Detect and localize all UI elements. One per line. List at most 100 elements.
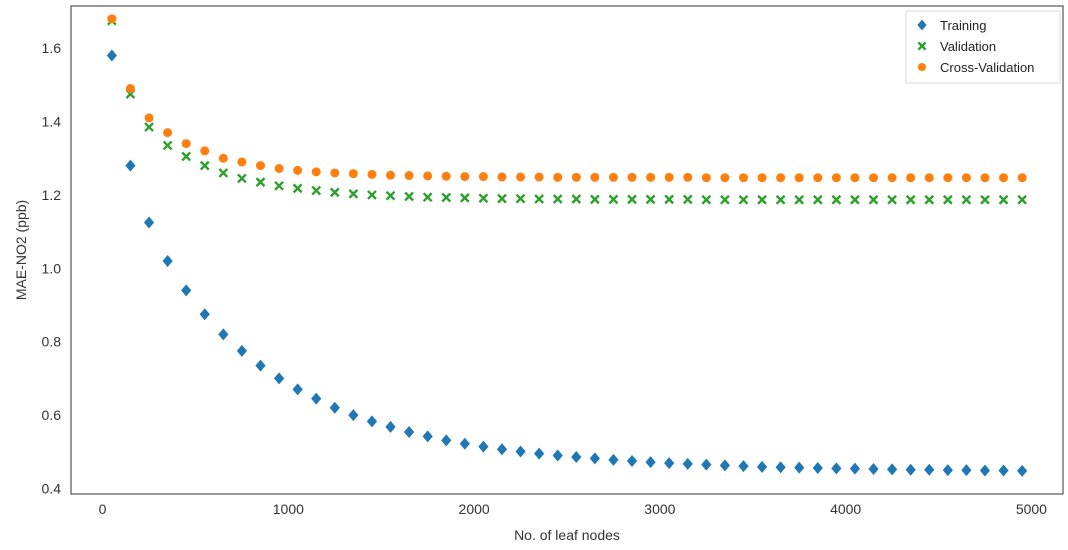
point-cross-validation bbox=[887, 173, 897, 183]
point-training bbox=[218, 328, 229, 341]
point-training bbox=[589, 452, 600, 465]
point-validation bbox=[422, 192, 433, 203]
point-cross-validation bbox=[683, 172, 693, 182]
point-training bbox=[273, 372, 285, 385]
point-cross-validation bbox=[200, 146, 210, 156]
point-cross-validation bbox=[553, 172, 563, 182]
point-cross-validation bbox=[218, 153, 228, 163]
point-validation bbox=[980, 194, 990, 205]
point-cross-validation bbox=[906, 173, 916, 183]
point-validation bbox=[497, 193, 507, 204]
y-axis-label: MAE-NO2 (ppb) bbox=[13, 200, 29, 300]
point-cross-validation bbox=[980, 173, 990, 183]
point-training bbox=[868, 463, 879, 476]
x-tick-label: 0 bbox=[99, 501, 107, 517]
point-validation bbox=[998, 194, 1009, 205]
point-validation bbox=[404, 191, 414, 202]
point-validation bbox=[441, 192, 452, 203]
y-axis-ticks: 0.4 0.6 0.8 1.0 1.2 1.4 1.6 bbox=[42, 40, 62, 496]
point-cross-validation bbox=[999, 173, 1009, 183]
legend-marker-validation bbox=[917, 41, 927, 51]
point-cross-validation bbox=[943, 173, 953, 183]
point-validation bbox=[794, 194, 805, 205]
point-validation bbox=[720, 194, 730, 205]
y-tick-label: 0.4 bbox=[42, 480, 62, 496]
point-training bbox=[236, 344, 248, 357]
point-training bbox=[385, 420, 396, 433]
point-training bbox=[719, 459, 731, 472]
point-training bbox=[366, 415, 378, 428]
point-cross-validation bbox=[961, 173, 971, 183]
point-training bbox=[979, 464, 991, 477]
point-cross-validation bbox=[608, 172, 618, 182]
x-axis-label: No. of leaf nodes bbox=[514, 527, 620, 543]
x-tick-label: 1000 bbox=[273, 501, 304, 517]
point-training bbox=[106, 49, 117, 62]
point-training bbox=[626, 454, 638, 467]
point-validation bbox=[775, 194, 786, 205]
x-axis-ticks: 0 1000 2000 3000 4000 5000 bbox=[99, 501, 1048, 517]
point-cross-validation bbox=[163, 128, 173, 138]
point-validation bbox=[627, 194, 637, 205]
point-validation bbox=[162, 140, 173, 151]
point-validation bbox=[218, 168, 229, 178]
point-training bbox=[664, 457, 675, 470]
point-cross-validation bbox=[701, 173, 711, 183]
point-cross-validation bbox=[627, 172, 637, 182]
point-cross-validation bbox=[311, 167, 321, 177]
point-training bbox=[571, 450, 582, 463]
point-cross-validation bbox=[144, 113, 154, 123]
point-cross-validation bbox=[850, 173, 860, 183]
point-training bbox=[682, 457, 693, 470]
point-validation bbox=[385, 190, 396, 201]
point-cross-validation bbox=[813, 173, 823, 183]
x-tick-label: 3000 bbox=[644, 501, 675, 517]
point-validation bbox=[682, 194, 693, 205]
point-validation bbox=[515, 193, 526, 204]
point-cross-validation bbox=[423, 171, 433, 181]
point-training bbox=[311, 392, 322, 405]
point-training bbox=[794, 461, 805, 474]
point-validation bbox=[905, 194, 916, 205]
point-validation bbox=[664, 194, 675, 205]
point-cross-validation bbox=[738, 173, 748, 183]
point-validation bbox=[534, 194, 544, 204]
series-training bbox=[106, 49, 1028, 477]
point-cross-validation bbox=[646, 172, 656, 182]
point-training bbox=[459, 437, 470, 450]
point-validation bbox=[868, 194, 879, 205]
point-validation bbox=[701, 194, 712, 205]
point-validation bbox=[961, 194, 972, 205]
point-training bbox=[905, 463, 916, 476]
point-validation bbox=[348, 189, 359, 199]
point-cross-validation bbox=[571, 172, 581, 182]
point-training bbox=[812, 461, 823, 474]
point-cross-validation bbox=[831, 173, 841, 183]
point-training bbox=[125, 159, 136, 172]
point-cross-validation bbox=[386, 170, 396, 180]
point-validation bbox=[645, 194, 656, 205]
point-training bbox=[403, 425, 415, 438]
point-cross-validation bbox=[794, 173, 804, 183]
point-cross-validation bbox=[924, 173, 934, 183]
point-validation bbox=[478, 193, 489, 204]
point-training bbox=[775, 461, 786, 474]
data-points bbox=[106, 14, 1028, 477]
point-training bbox=[1017, 464, 1028, 477]
point-validation bbox=[571, 194, 582, 204]
point-validation bbox=[590, 194, 600, 205]
y-tick-label: 0.6 bbox=[42, 407, 62, 423]
y-tick-label: 1.2 bbox=[42, 187, 62, 203]
point-cross-validation bbox=[404, 171, 414, 181]
point-training bbox=[961, 464, 972, 477]
plot-area bbox=[70, 5, 1064, 495]
point-training bbox=[645, 456, 656, 469]
legend-marker-cross-validation bbox=[917, 62, 927, 72]
point-cross-validation bbox=[441, 171, 451, 181]
point-cross-validation bbox=[534, 172, 544, 182]
point-validation bbox=[459, 193, 470, 203]
x-tick-label: 2000 bbox=[459, 501, 490, 517]
point-validation bbox=[608, 194, 619, 205]
point-cross-validation bbox=[125, 84, 135, 94]
